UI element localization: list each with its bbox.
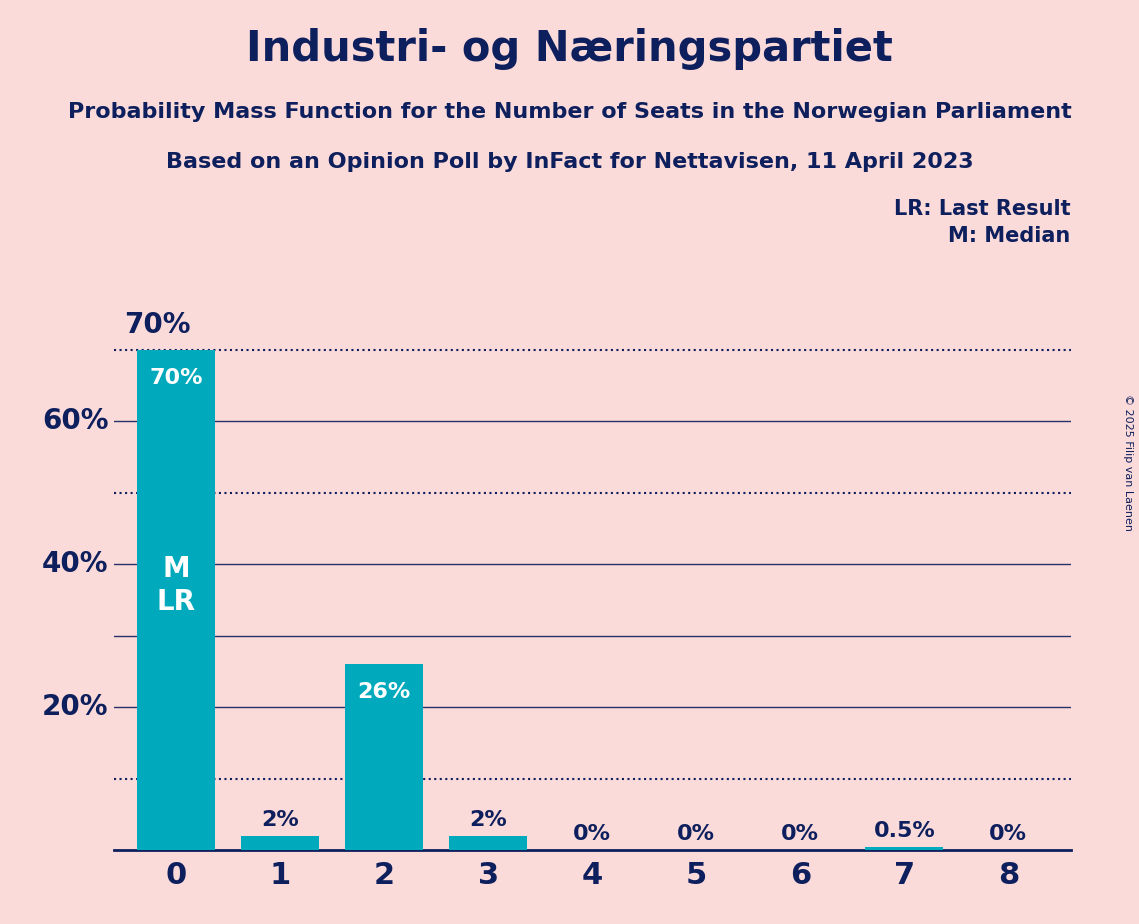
Text: Probability Mass Function for the Number of Seats in the Norwegian Parliament: Probability Mass Function for the Number… xyxy=(67,102,1072,122)
Text: 40%: 40% xyxy=(42,551,108,578)
Bar xyxy=(138,350,215,850)
Text: M: Median: M: Median xyxy=(949,226,1071,247)
Text: Industri- og Næringspartiet: Industri- og Næringspartiet xyxy=(246,28,893,69)
Text: LR: Last Result: LR: Last Result xyxy=(894,199,1071,219)
Text: 26%: 26% xyxy=(358,682,411,702)
Text: © 2025 Filip van Laenen: © 2025 Filip van Laenen xyxy=(1123,394,1133,530)
Bar xyxy=(241,836,319,850)
Text: 20%: 20% xyxy=(42,693,108,721)
Text: 2%: 2% xyxy=(262,810,300,830)
Bar xyxy=(345,664,424,850)
Text: 0%: 0% xyxy=(990,824,1027,845)
Text: 0%: 0% xyxy=(678,824,715,845)
Text: 70%: 70% xyxy=(149,368,203,388)
Text: 70%: 70% xyxy=(124,311,191,339)
Text: 0.5%: 0.5% xyxy=(874,821,935,841)
Text: 0%: 0% xyxy=(781,824,819,845)
Bar xyxy=(449,836,527,850)
Text: M
LR: M LR xyxy=(157,555,196,616)
Text: 60%: 60% xyxy=(42,407,108,435)
Text: 0%: 0% xyxy=(573,824,612,845)
Text: 2%: 2% xyxy=(469,810,507,830)
Text: Based on an Opinion Poll by InFact for Nettavisen, 11 April 2023: Based on an Opinion Poll by InFact for N… xyxy=(165,152,974,173)
Bar xyxy=(866,846,943,850)
